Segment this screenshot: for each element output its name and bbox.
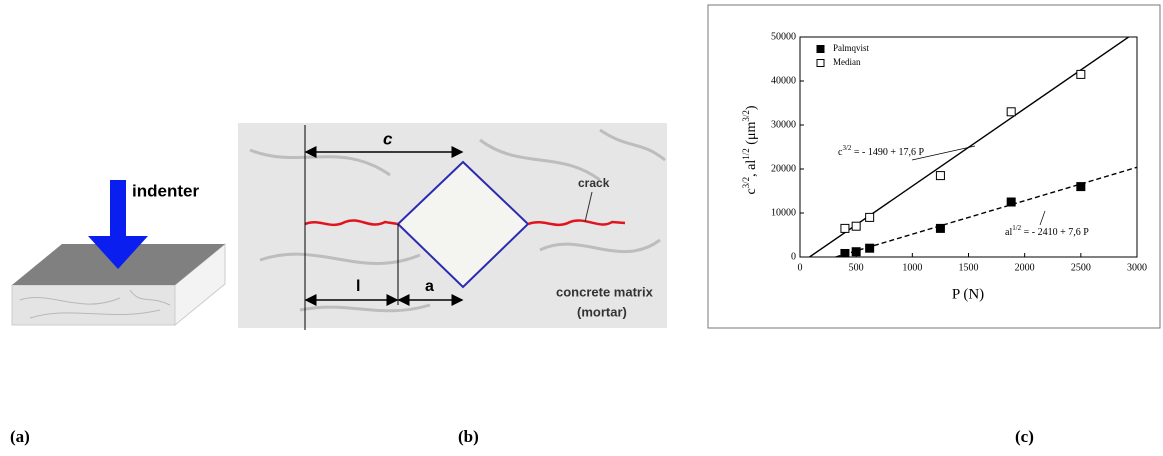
label-part: , al — [744, 160, 759, 177]
y-tick-label: 50000 — [771, 31, 796, 42]
legend-label: Palmqvist — [833, 43, 870, 53]
caption: (b) — [458, 427, 479, 446]
label-part: 1/2 — [741, 148, 751, 160]
l-label: l — [356, 278, 360, 295]
panel-b: c l a crack concrete matrix (mortar) — [238, 123, 667, 330]
data-point — [841, 249, 849, 257]
data-point — [852, 248, 860, 256]
data-point — [1007, 198, 1015, 206]
mortar-label: (mortar) — [577, 304, 627, 319]
y-tick-label: 10000 — [771, 207, 796, 218]
y-tick-label: 30000 — [771, 119, 796, 130]
y-tick-label: 0 — [791, 251, 796, 262]
x-tick-label: 500 — [849, 262, 864, 273]
x-tick-label: 2000 — [1015, 262, 1035, 273]
data-point — [1007, 108, 1015, 116]
indenter-label: indenter — [132, 181, 199, 200]
legend-label: Median — [833, 57, 861, 67]
caption: (a) — [10, 427, 30, 446]
label-part: 3/2 — [741, 110, 751, 122]
x-tick-label: 1500 — [959, 262, 979, 273]
data-point — [1077, 183, 1085, 191]
data-point — [936, 224, 944, 232]
crack-label: crack — [578, 176, 610, 190]
slab-front — [12, 285, 175, 325]
figure: indenter c l a crack concrete matrix (mo… — [0, 0, 1163, 456]
data-point — [866, 213, 874, 221]
x-tick-label: 1000 — [902, 262, 922, 273]
a-label: a — [425, 278, 434, 295]
data-point — [936, 172, 944, 180]
x-tick-label: 0 — [798, 262, 803, 273]
label-part: ) — [744, 105, 759, 110]
panel-a: indenter — [12, 180, 225, 325]
x-tick-label: 3000 — [1127, 262, 1147, 273]
data-point — [852, 222, 860, 230]
matrix-label: concrete matrix — [556, 284, 654, 299]
caption: (c) — [1015, 427, 1034, 446]
label-part: = - 1490 + 17,6 P — [851, 147, 924, 158]
y-tick-label: 20000 — [771, 163, 796, 174]
y-tick-label: 40000 — [771, 75, 796, 86]
data-point — [866, 244, 874, 252]
label-part: (μm — [744, 122, 759, 149]
c-label: c — [383, 129, 393, 148]
label-part: = - 2410 + 7,6 P — [1021, 227, 1089, 238]
x-tick-label: 2500 — [1071, 262, 1091, 273]
data-point — [841, 224, 849, 232]
legend-marker — [817, 46, 824, 53]
legend-marker — [817, 60, 824, 67]
x-axis-label: P (N) — [952, 286, 984, 302]
label-part: 3/2 — [741, 177, 751, 189]
data-point — [1077, 70, 1085, 78]
